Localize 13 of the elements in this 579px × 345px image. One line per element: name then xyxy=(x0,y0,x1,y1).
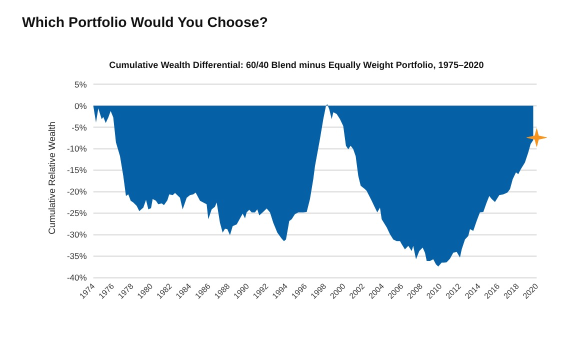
chart-subtitle: Cumulative Wealth Differential: 60/40 Blend minus Equally Weight Portfolio, 1975–2020 xyxy=(109,60,484,70)
y-tick-label: 0% xyxy=(74,100,88,111)
y-tick-label: 5% xyxy=(74,79,88,90)
y-tick-label: -15% xyxy=(66,165,88,176)
y-tick-label: -20% xyxy=(66,186,88,197)
y-tick-label: -10% xyxy=(66,144,88,154)
y-axis-title: Cumulative Relative Wealth xyxy=(47,122,57,234)
y-tick-label: -40% xyxy=(66,272,88,283)
y-tick-label: -25% xyxy=(66,208,88,218)
y-tick-label: -30% xyxy=(66,230,88,240)
y-tick-label: -35% xyxy=(66,251,88,262)
chart-title: Which Portfolio Would You Choose? xyxy=(22,15,268,31)
y-tick-label: -5% xyxy=(72,122,88,132)
